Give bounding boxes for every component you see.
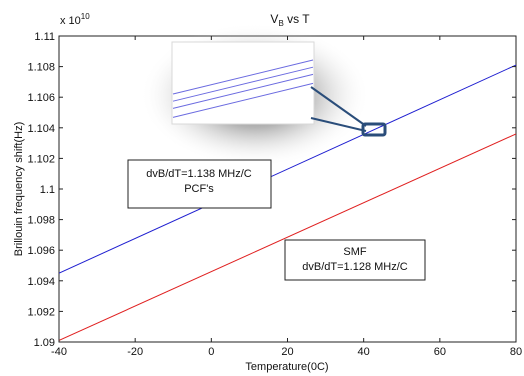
y-tick-label: 1.098 bbox=[27, 215, 55, 227]
inset-line bbox=[172, 66, 314, 102]
x-tick-label: -20 bbox=[127, 346, 143, 358]
x-tick-label: 0 bbox=[208, 346, 214, 358]
smf-annotation-line-1: SMF bbox=[343, 246, 367, 258]
inset-line bbox=[172, 73, 314, 109]
smf-annotation-line-2: dvB/dT=1.128 MHz/C bbox=[302, 261, 408, 273]
y-tick-label: 1.102 bbox=[27, 153, 55, 165]
inset-box bbox=[171, 41, 315, 125]
y-tick-label: 1.092 bbox=[27, 306, 55, 318]
x-tick-label: 60 bbox=[434, 346, 446, 358]
series-line-1 bbox=[59, 133, 516, 341]
x-axis-label: Temperature(0C) bbox=[245, 361, 328, 373]
inset-line bbox=[172, 59, 314, 95]
x-tick-label: -40 bbox=[51, 346, 67, 358]
y-tick-label: 1.096 bbox=[27, 245, 55, 257]
chart-title-suffix: vs T bbox=[284, 12, 310, 26]
zoom-connector-bottom bbox=[310, 117, 367, 132]
smf-annotation-box bbox=[284, 239, 426, 281]
y-tick-label: 1.094 bbox=[27, 276, 55, 288]
y-exponent: x 1010 bbox=[60, 12, 90, 27]
y-tick-label: 1.1 bbox=[40, 184, 55, 196]
x-tick-label: 80 bbox=[510, 346, 522, 358]
y-tick-label: 1.104 bbox=[27, 123, 55, 135]
y-tick-label: 1.09 bbox=[34, 337, 55, 349]
chart-title-main: V bbox=[270, 12, 278, 26]
y-exponent-base: x 10 bbox=[60, 15, 81, 27]
inset-lines bbox=[172, 59, 314, 118]
zoom-marker bbox=[361, 122, 387, 137]
series-layer bbox=[59, 64, 516, 341]
inset-line bbox=[172, 82, 314, 118]
y-axis-label: Brillouin frequency shift(Hz) bbox=[13, 122, 25, 257]
ticks-layer: -40 -20 0 20 40 60 80 1.09 1.092 1.094 1.096 1.098 1… bbox=[27, 31, 522, 358]
y-tick-label: 1.106 bbox=[27, 92, 55, 104]
smf-annotation: SMF dvB/dT=1.128 MHz/C bbox=[284, 239, 426, 281]
y-tick-label: 1.108 bbox=[27, 62, 55, 74]
zoom-connector-top bbox=[310, 86, 367, 127]
y-exponent-power: 10 bbox=[81, 12, 90, 21]
series-line-0 bbox=[59, 64, 516, 274]
chart-title-subscript: B bbox=[278, 19, 283, 28]
chart-title: VB vs T bbox=[270, 12, 310, 28]
x-tick-label: 40 bbox=[358, 346, 370, 358]
y-tick-label: 1.11 bbox=[34, 31, 55, 43]
pcf-annotation-box bbox=[127, 159, 272, 209]
pcf-annotation: dvB/dT=1.138 MHz/C PCF's bbox=[127, 159, 272, 209]
zoom-inset bbox=[171, 41, 387, 137]
pcf-annotation-line-2: PCF's bbox=[184, 183, 214, 195]
x-tick-label: 20 bbox=[281, 346, 293, 358]
pcf-annotation-line-1: dvB/dT=1.138 MHz/C bbox=[146, 168, 252, 180]
